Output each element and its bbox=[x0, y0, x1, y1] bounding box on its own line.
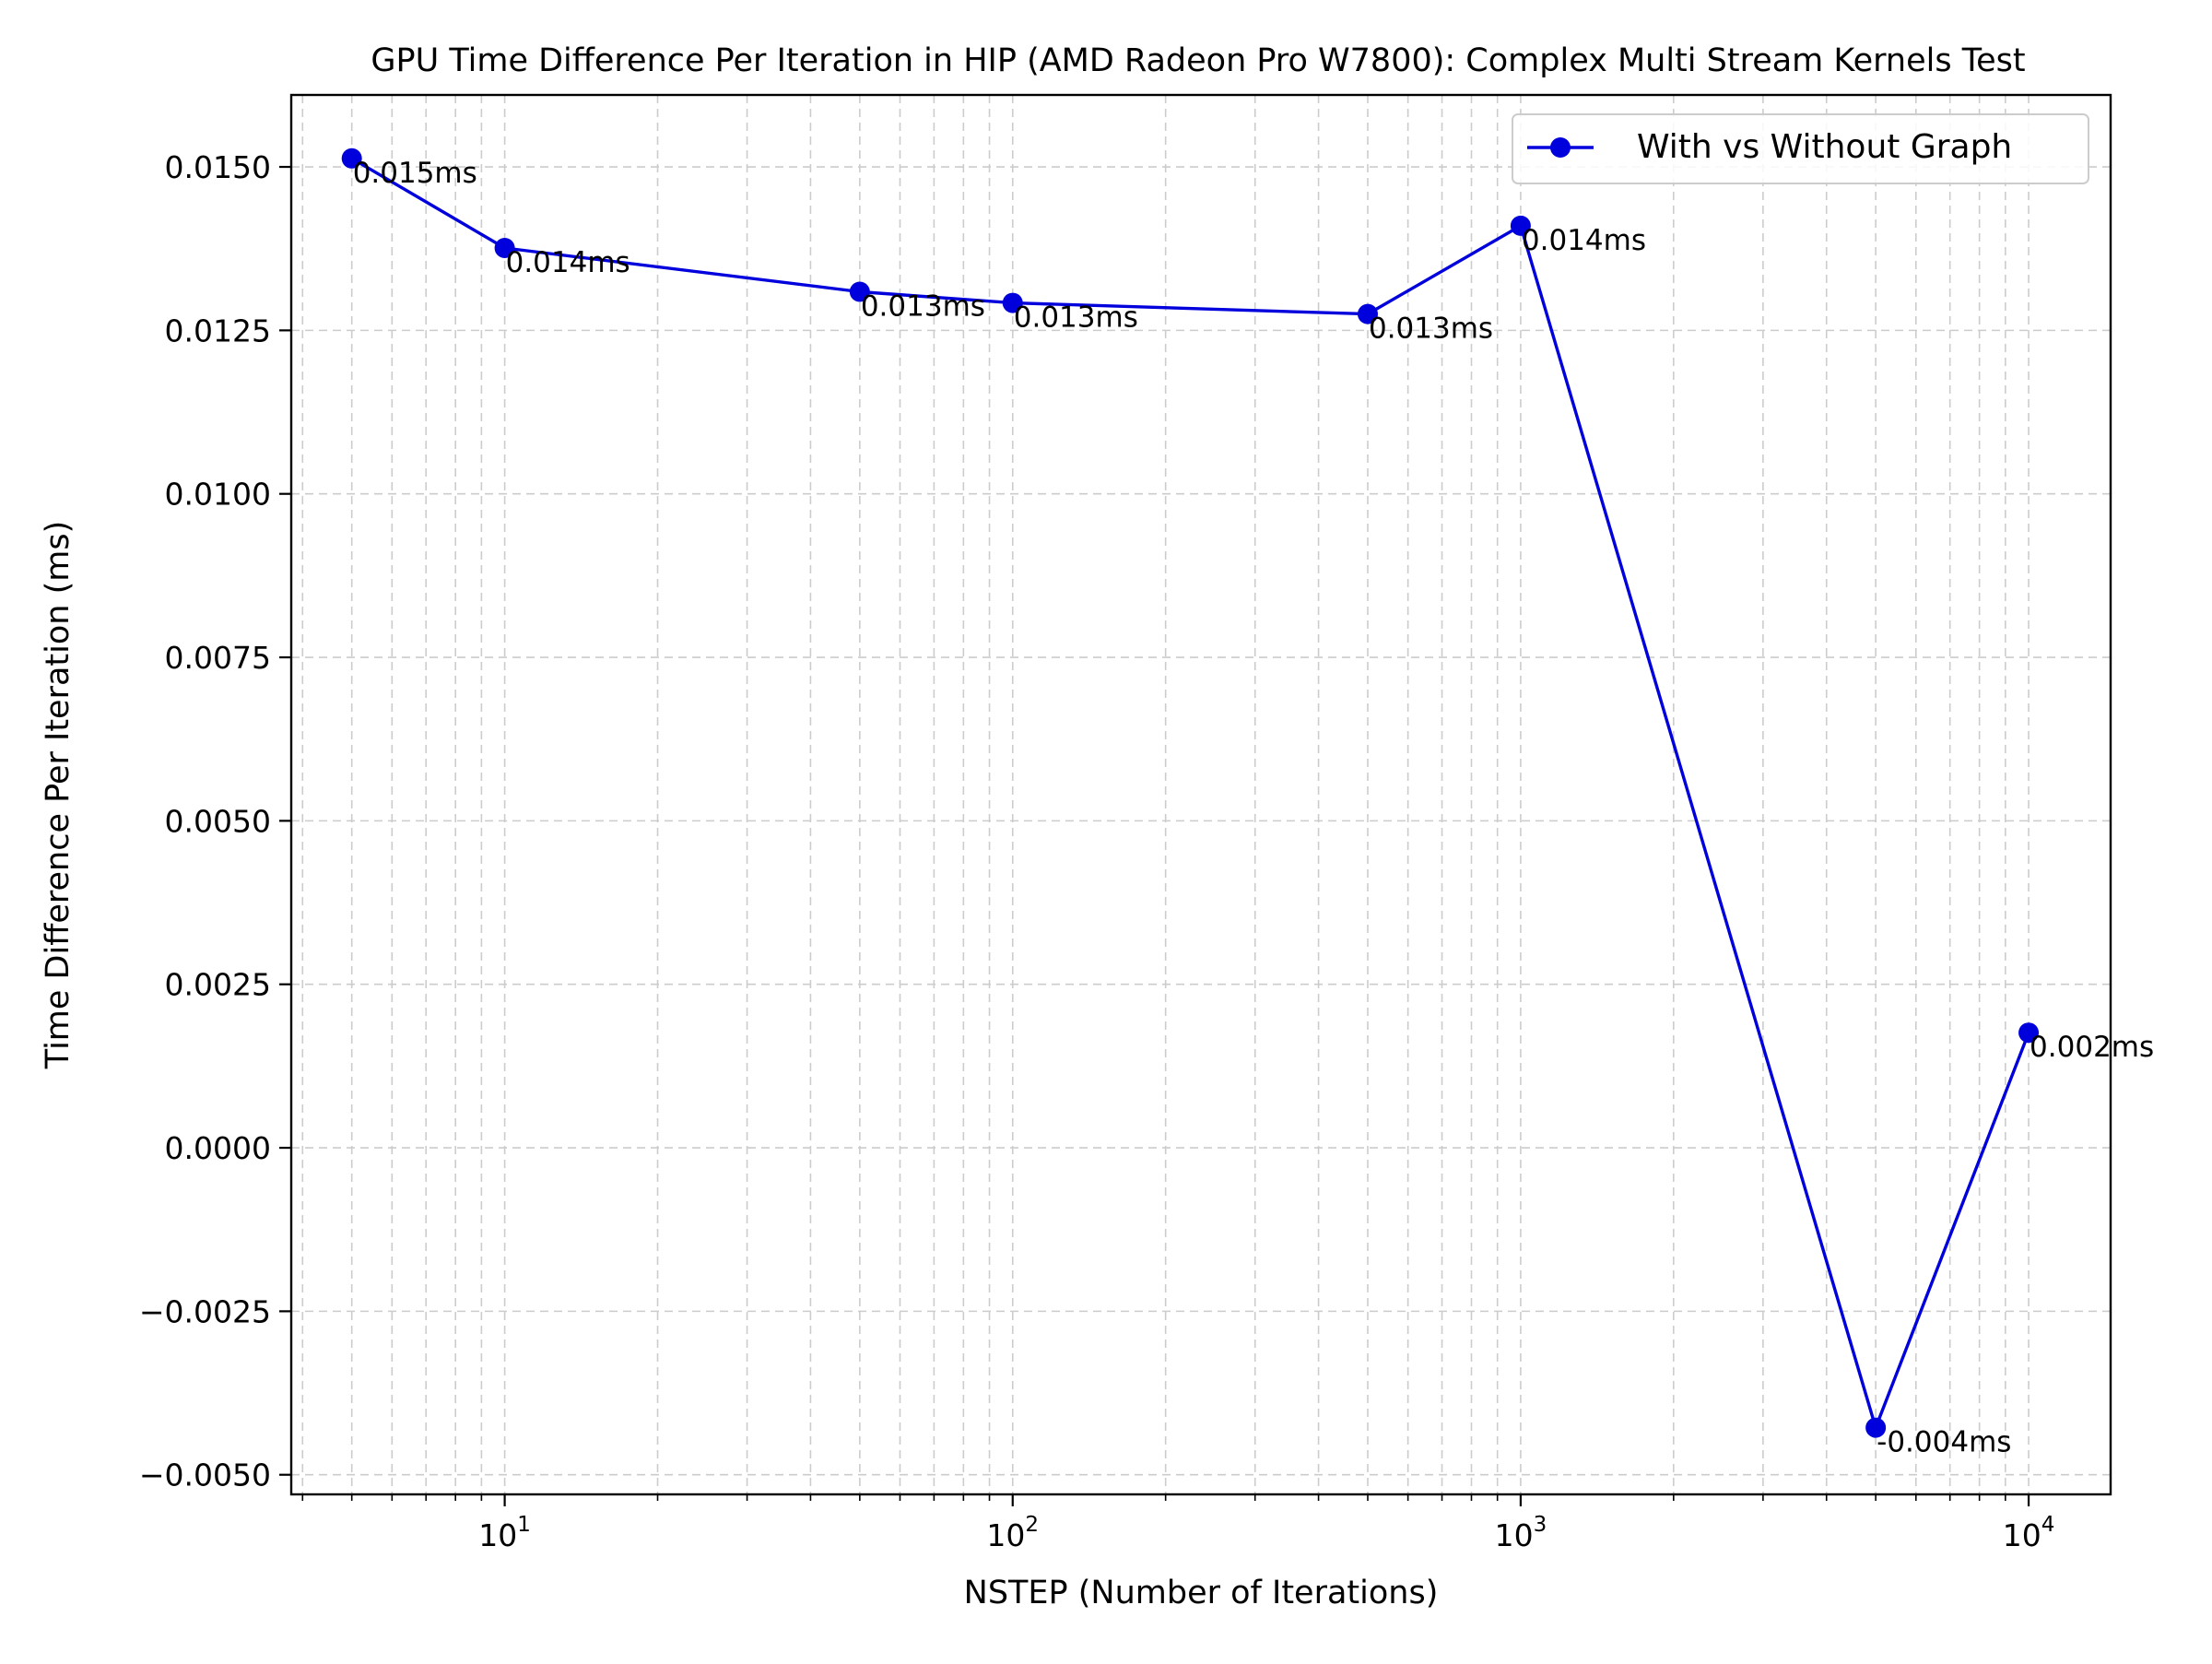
data-point bbox=[1357, 303, 1378, 325]
data-point bbox=[341, 148, 362, 169]
data-point bbox=[1865, 1417, 1887, 1438]
y-tick-label: −0.0050 bbox=[139, 1457, 271, 1493]
grid bbox=[291, 95, 2111, 1494]
data-label: 0.013ms bbox=[1369, 313, 1493, 346]
plot-frame bbox=[289, 93, 2112, 1496]
x-tick-label: 101 bbox=[478, 1513, 531, 1553]
data-label: 0.015ms bbox=[353, 157, 477, 190]
data-label: 0.002ms bbox=[2030, 1031, 2154, 1064]
y-tick-label: 0.0000 bbox=[165, 1130, 271, 1166]
data-point bbox=[494, 237, 515, 258]
x-tick-label: 103 bbox=[1495, 1513, 1547, 1553]
y-tick-label: 0.0025 bbox=[165, 967, 271, 1003]
chart-title: GPU Time Difference Per Iteration in HIP… bbox=[371, 42, 2025, 79]
data-point bbox=[1002, 292, 1023, 313]
series-line bbox=[350, 157, 2030, 1430]
data-point bbox=[1510, 215, 1531, 236]
y-axis-label: Time Difference Per Iteration (ms) bbox=[40, 521, 76, 1069]
x-axis-label: NSTEP (Number of Iterations) bbox=[964, 1575, 1439, 1611]
data-label: -0.004ms bbox=[1877, 1426, 2011, 1459]
data-label: 0.014ms bbox=[506, 246, 630, 279]
y-tick-label: 0.0050 bbox=[165, 803, 271, 839]
legend: With vs Without Graph bbox=[1512, 113, 2089, 184]
axis-ticks: 0.0150 0.0125 0.0100 0.0075 0.0050 0.0025 0.00… bbox=[139, 149, 2055, 1553]
x-tick-label: 104 bbox=[2003, 1513, 2055, 1553]
legend-marker-swatch bbox=[1550, 137, 1571, 158]
y-tick-label: 0.0100 bbox=[165, 477, 271, 513]
data-labels: 0.015ms 0.014ms 0.013ms 0.013ms 0.013ms 0.014… bbox=[353, 157, 2154, 1459]
data-label: 0.013ms bbox=[861, 290, 985, 324]
data-point bbox=[849, 281, 870, 302]
data-point bbox=[2018, 1022, 2040, 1044]
legend-label: With vs Without Graph bbox=[1637, 128, 2012, 166]
series bbox=[341, 148, 2040, 1438]
x-tick-label: 102 bbox=[986, 1513, 1039, 1553]
y-tick-label: −0.0025 bbox=[139, 1293, 271, 1329]
data-label: 0.013ms bbox=[1014, 301, 1138, 335]
y-tick-label: 0.0150 bbox=[165, 149, 271, 185]
data-label: 0.014ms bbox=[1522, 224, 1646, 257]
y-tick-label: 0.0125 bbox=[165, 313, 271, 348]
legend-box bbox=[1512, 113, 2089, 184]
y-tick-label: 0.0075 bbox=[165, 640, 271, 676]
